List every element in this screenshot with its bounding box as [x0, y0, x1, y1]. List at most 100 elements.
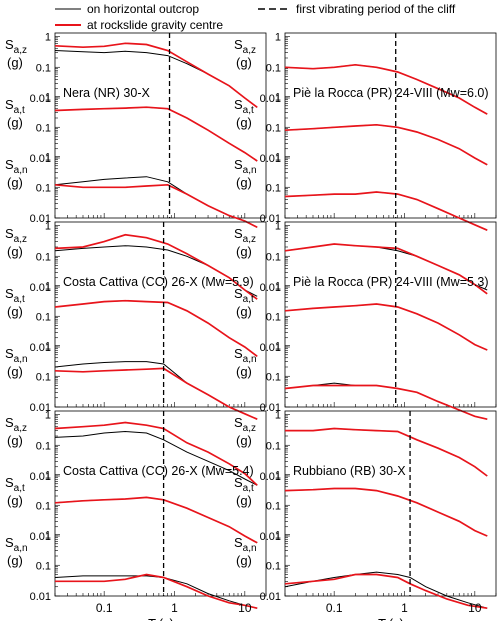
row-unit: (g) [236, 433, 252, 448]
y-tick-label: 0.1 [36, 500, 51, 512]
row-label: Sa,z [5, 37, 27, 56]
row-label: Sa,z [234, 37, 256, 56]
y-tick-label: 0.01 [30, 342, 51, 354]
series-gravity-centre-az [54, 42, 258, 108]
y-tick-label: 0.1 [36, 311, 51, 323]
series-gravity-centre-az [284, 243, 488, 295]
y-tick-label: 0.01 [260, 342, 281, 354]
y-tick-label: 0.01 [260, 93, 281, 105]
y-tick-label: 0.1 [266, 182, 281, 194]
row-unit: (g) [7, 244, 23, 259]
chart-title: Piè la Rocca (PR) 24-VIII (Mw=6.0) [293, 86, 489, 100]
row-unit: (g) [7, 553, 23, 568]
y-tick-label: 1 [45, 410, 51, 422]
y-tick-label: 0.01 [30, 93, 51, 105]
row-label: Sa,n [234, 157, 257, 176]
y-tick-label: 1 [45, 281, 51, 293]
y-tick-label: 1 [45, 530, 51, 542]
row-label: Sa,z [5, 226, 27, 245]
series-outcrop-at [54, 300, 258, 357]
row-unit: (g) [236, 553, 252, 568]
x-tick-label: 1 [171, 601, 178, 615]
chart-frame [284, 410, 497, 597]
series-outcrop-at [284, 124, 488, 166]
series-outcrop-an [284, 571, 488, 609]
series-gravity-centre-an [54, 367, 258, 420]
chart-title: Rubbiano (RB) 30-X [293, 464, 406, 478]
x-axis-label: T (s) [377, 616, 404, 621]
legend-label-first-period: first vibrating period of the cliff [296, 2, 456, 16]
series-outcrop-at [54, 496, 258, 544]
series-gravity-centre-at [54, 496, 258, 544]
y-tick-label: 1 [275, 470, 281, 482]
row-unit: (g) [7, 493, 23, 508]
y-tick-label: 0.1 [266, 62, 281, 74]
row-label: Sa,z [234, 226, 256, 245]
series-gravity-centre-az [54, 233, 258, 300]
legend: on horizontal outcrop first vibrating pe… [55, 2, 456, 32]
series-gravity-centre-at [284, 303, 488, 351]
series-gravity-centre-at [284, 487, 488, 537]
y-tick-label: 1 [275, 152, 281, 164]
y-tick-label: 0.1 [266, 251, 281, 263]
series-gravity-centre-at [284, 123, 488, 166]
series-gravity-centre-an [55, 573, 258, 610]
row-label: Sa,z [5, 415, 27, 434]
y-tick-label: 0.01 [260, 471, 281, 483]
row-unit: (g) [236, 244, 252, 259]
x-tick-label: 0.1 [326, 601, 343, 615]
x-tick-label: 10 [468, 601, 482, 615]
series-outcrop-an [54, 361, 258, 420]
y-tick-label: 1 [45, 221, 51, 233]
y-tick-label: 0.1 [266, 440, 281, 452]
y-tick-label: 1 [45, 470, 51, 482]
series-gravity-centre-an [284, 573, 488, 610]
y-tick-label: 0.1 [36, 251, 51, 263]
y-tick-label: 0.01 [30, 153, 51, 165]
row-unit: (g) [7, 364, 23, 379]
legend-label-gravity-centre: at rockslide gravity centre [87, 18, 223, 32]
row-label: Sa,n [234, 535, 257, 554]
y-tick-label: 0.1 [36, 371, 51, 383]
row-unit: (g) [7, 55, 23, 70]
row-label: Sa,n [234, 346, 257, 365]
series-gravity-centre-at [54, 106, 258, 162]
y-tick-label: 1 [45, 32, 51, 44]
series-gravity-centre-an [284, 384, 488, 421]
y-tick-label: 0.1 [36, 122, 51, 134]
chart-frame [54, 221, 267, 408]
series-outcrop-an [284, 382, 488, 420]
row-unit: (g) [7, 175, 23, 190]
y-tick-label: 1 [275, 341, 281, 353]
row-unit: (g) [236, 55, 252, 70]
x-tick-label: 1 [401, 601, 408, 615]
series-gravity-centre-an [284, 191, 488, 231]
x-tick-label: 10 [238, 601, 252, 615]
series-outcrop-an [284, 191, 488, 231]
y-tick-label: 1 [275, 221, 281, 233]
y-tick-label: 0.01 [30, 282, 51, 294]
chart-frame [284, 32, 497, 219]
chart-title: Nera (NR) 30-X [63, 86, 150, 100]
y-tick-label: 0.01 [260, 282, 281, 294]
row-unit: (g) [236, 304, 252, 319]
y-tick-label: 0.01 [30, 471, 51, 483]
row-unit: (g) [236, 364, 252, 379]
y-tick-label: 0.1 [266, 311, 281, 323]
row-label: Sa,t [234, 97, 254, 116]
row-label: Sa,t [5, 286, 25, 305]
y-tick-label: 0.01 [260, 591, 281, 603]
row-label: Sa,n [5, 535, 28, 554]
y-tick-label: 0.1 [36, 440, 51, 452]
y-tick-label: 0.01 [30, 402, 51, 414]
y-tick-label: 1 [275, 281, 281, 293]
series-gravity-centre-az [284, 63, 488, 115]
legend-label-outcrop: on horizontal outcrop [87, 2, 199, 16]
y-tick-label: 0.1 [266, 560, 281, 572]
y-tick-label: 1 [45, 152, 51, 164]
